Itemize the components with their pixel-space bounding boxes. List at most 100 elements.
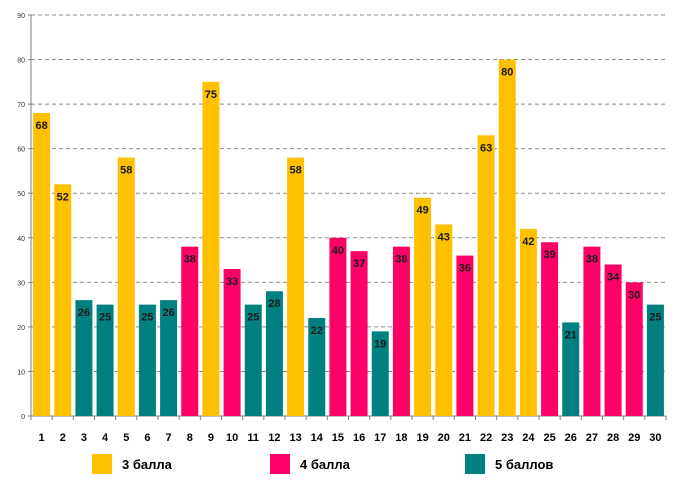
x-tick-label: 23 xyxy=(501,432,513,444)
x-tick-label: 4 xyxy=(102,432,109,444)
bar xyxy=(329,237,347,416)
bar xyxy=(625,282,643,416)
x-tick-label: 8 xyxy=(187,432,193,444)
bar xyxy=(414,197,432,416)
bar xyxy=(392,246,410,416)
y-tick-label: 90 xyxy=(17,13,25,20)
x-tick-label: 3 xyxy=(81,432,87,444)
data-label: 42 xyxy=(522,236,534,248)
gridlines xyxy=(31,14,666,372)
x-tick-label: 21 xyxy=(459,432,471,444)
x-tick-label: 27 xyxy=(586,432,598,444)
bar xyxy=(181,246,199,416)
bar xyxy=(223,268,241,416)
bar xyxy=(519,228,537,416)
legend-item-5-ballov: 5 баллов xyxy=(465,452,553,476)
legend: 3 балла 4 балла 5 баллов xyxy=(0,452,680,480)
x-tick-label: 28 xyxy=(607,432,619,444)
x-tick-label: 20 xyxy=(438,432,450,444)
data-label: 80 xyxy=(501,67,513,79)
x-tick-label: 30 xyxy=(649,432,661,444)
bar xyxy=(371,331,389,416)
data-label: 22 xyxy=(311,325,323,337)
y-tick-label: 0 xyxy=(21,414,25,421)
x-tick-label: 16 xyxy=(353,432,365,444)
y-tick-labels: 0 10 20 30 40 50 60 70 80 90 xyxy=(17,13,25,421)
legend-swatch-4-balla xyxy=(270,454,290,474)
data-label: 21 xyxy=(565,329,577,341)
x-tick-label: 2 xyxy=(60,432,66,444)
data-label: 39 xyxy=(543,249,555,261)
legend-label-4-balla: 4 балла xyxy=(300,456,350,472)
x-tick-label: 10 xyxy=(226,432,238,444)
data-label: 26 xyxy=(78,307,90,319)
data-label: 19 xyxy=(374,338,386,350)
x-tick-label: 6 xyxy=(144,432,150,444)
data-label: 33 xyxy=(226,276,238,288)
x-tick-label: 19 xyxy=(416,432,428,444)
data-label: 63 xyxy=(480,142,492,154)
data-labels: 68 52 26 25 58 25 26 38 75 33 25 28 58 22 40 37 19 38 49 43… xyxy=(35,67,661,351)
x-tick-label: 25 xyxy=(543,432,555,444)
data-label: 52 xyxy=(57,191,69,203)
legend-swatch-5-ballov xyxy=(465,454,485,474)
data-label: 58 xyxy=(289,165,301,177)
data-label: 25 xyxy=(649,312,661,324)
x-tick-labels: 1 2 3 4 5 6 7 8 9 10 11 12 13 14 15 16 17 18 19 20 21 22 23 24 2… xyxy=(39,432,662,444)
bar xyxy=(160,300,178,416)
legend-label-3-balla: 3 балла xyxy=(122,456,172,472)
data-label: 25 xyxy=(141,312,153,324)
y-tick-label: 10 xyxy=(17,369,25,376)
x-tick-label: 24 xyxy=(522,432,535,444)
data-label: 25 xyxy=(247,312,259,324)
y-tick-label: 30 xyxy=(17,280,25,287)
bar xyxy=(562,322,580,416)
x-tick-label: 22 xyxy=(480,432,492,444)
data-label: 38 xyxy=(184,254,196,266)
x-tick-label: 5 xyxy=(123,432,129,444)
data-label: 49 xyxy=(416,205,428,217)
data-label: 30 xyxy=(628,289,640,301)
x-tick-label: 7 xyxy=(166,432,172,444)
legend-swatch-3-balla xyxy=(92,454,112,474)
y-tick-label: 80 xyxy=(17,58,25,65)
legend-label-5-ballov: 5 баллов xyxy=(495,456,554,472)
bar xyxy=(477,135,495,417)
bar xyxy=(138,304,156,416)
data-label: 40 xyxy=(332,245,344,257)
data-label: 37 xyxy=(353,258,365,270)
x-tick-label: 11 xyxy=(247,432,259,444)
bar xyxy=(96,304,114,416)
y-tick-label: 50 xyxy=(17,191,25,198)
y-tick-label: 70 xyxy=(17,102,25,109)
bar xyxy=(541,242,559,416)
bar xyxy=(308,317,326,416)
bar xyxy=(456,255,474,416)
bar xyxy=(435,224,453,416)
data-label: 36 xyxy=(459,263,471,275)
bars xyxy=(33,59,664,417)
bar xyxy=(244,304,262,416)
bar xyxy=(75,300,93,416)
data-label: 58 xyxy=(120,165,132,177)
bar xyxy=(287,157,305,417)
bar xyxy=(646,304,664,416)
x-tick-label: 9 xyxy=(208,432,214,444)
data-label: 68 xyxy=(35,120,47,132)
y-tick-label: 20 xyxy=(17,325,25,332)
x-tick-label: 18 xyxy=(395,432,407,444)
x-tick-label: 26 xyxy=(565,432,577,444)
bar xyxy=(583,246,601,416)
x-tick-label: 29 xyxy=(628,432,640,444)
legend-item-3-balla: 3 балла xyxy=(92,452,172,476)
y-tick-label: 60 xyxy=(17,147,25,154)
data-label: 38 xyxy=(395,254,407,266)
y-tick-label: 40 xyxy=(17,236,25,243)
x-tick-label: 12 xyxy=(268,432,280,444)
data-label: 38 xyxy=(586,254,598,266)
data-label: 28 xyxy=(268,298,280,310)
data-label: 43 xyxy=(438,231,450,243)
axes xyxy=(28,14,667,420)
